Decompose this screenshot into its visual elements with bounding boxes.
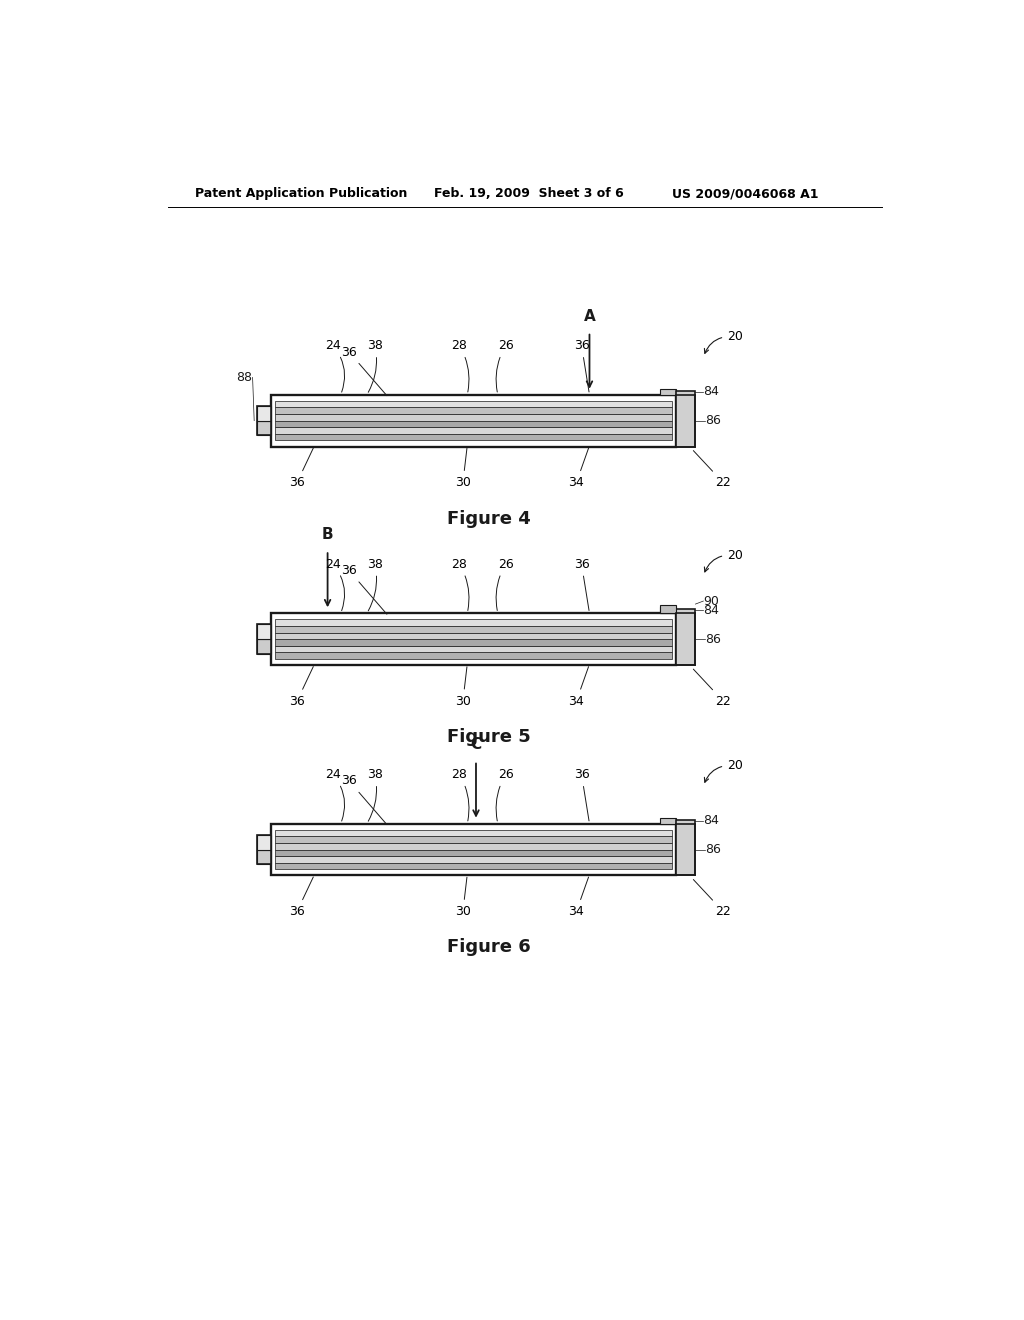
- Bar: [676, 820, 695, 875]
- Text: 30: 30: [455, 449, 471, 488]
- Bar: [274, 434, 672, 441]
- Text: 36: 36: [341, 775, 387, 825]
- Text: 36: 36: [289, 447, 313, 488]
- Text: 20: 20: [705, 330, 743, 354]
- Text: 24: 24: [325, 557, 345, 611]
- Text: 30: 30: [455, 667, 471, 708]
- Text: Feb. 19, 2009  Sheet 3 of 6: Feb. 19, 2009 Sheet 3 of 6: [433, 187, 624, 201]
- Text: US 2009/0046068 A1: US 2009/0046068 A1: [672, 187, 818, 201]
- Bar: [257, 421, 270, 436]
- Bar: [676, 391, 695, 446]
- Text: 84: 84: [703, 385, 719, 399]
- Bar: [274, 639, 672, 645]
- Text: 24: 24: [325, 768, 345, 821]
- Bar: [274, 863, 672, 870]
- Text: 24: 24: [325, 339, 345, 392]
- Bar: [257, 850, 270, 865]
- Bar: [274, 843, 672, 850]
- Text: 26: 26: [496, 557, 514, 611]
- Text: Patent Application Publication: Patent Application Publication: [196, 187, 408, 201]
- Bar: [676, 609, 695, 665]
- Text: 86: 86: [705, 632, 721, 645]
- Text: 22: 22: [693, 879, 731, 917]
- Text: 22: 22: [693, 669, 731, 708]
- Text: 20: 20: [705, 759, 743, 783]
- Bar: [659, 817, 676, 824]
- Bar: [274, 428, 672, 434]
- Text: 36: 36: [289, 876, 313, 917]
- Text: A: A: [584, 309, 595, 323]
- Bar: [274, 830, 672, 837]
- Text: 36: 36: [573, 768, 590, 821]
- Text: 36: 36: [341, 564, 387, 614]
- Text: 28: 28: [452, 768, 469, 821]
- Bar: [274, 850, 672, 857]
- Text: 34: 34: [568, 449, 589, 488]
- Text: C: C: [470, 738, 481, 752]
- Bar: [274, 857, 672, 863]
- Bar: [274, 652, 672, 659]
- Bar: [676, 391, 695, 446]
- Bar: [257, 624, 270, 653]
- Text: 38: 38: [367, 339, 383, 392]
- Bar: [274, 837, 672, 843]
- Bar: [257, 405, 270, 421]
- Text: 28: 28: [452, 339, 469, 392]
- Text: 88: 88: [237, 371, 253, 384]
- Bar: [676, 609, 695, 665]
- Text: 34: 34: [568, 667, 589, 708]
- Text: 22: 22: [693, 450, 731, 488]
- Bar: [257, 834, 270, 850]
- Text: 34: 34: [568, 876, 589, 917]
- Text: 30: 30: [455, 878, 471, 917]
- Bar: [274, 645, 672, 652]
- Text: Figure 5: Figure 5: [447, 729, 531, 746]
- Bar: [257, 834, 270, 865]
- Bar: [274, 401, 672, 408]
- Text: 84: 84: [703, 814, 719, 828]
- Text: 36: 36: [573, 339, 590, 392]
- Text: 28: 28: [452, 557, 469, 611]
- Bar: [274, 421, 672, 428]
- Bar: [274, 408, 672, 414]
- Text: 90: 90: [703, 594, 719, 607]
- Text: 36: 36: [341, 346, 387, 396]
- Text: Figure 4: Figure 4: [447, 510, 531, 528]
- Text: 86: 86: [705, 843, 721, 857]
- Text: 36: 36: [573, 557, 590, 610]
- Text: 26: 26: [496, 768, 514, 821]
- Text: 26: 26: [496, 339, 514, 392]
- Bar: [274, 632, 672, 639]
- Bar: [659, 607, 676, 614]
- Bar: [676, 820, 695, 875]
- Text: Figure 6: Figure 6: [447, 939, 531, 957]
- Bar: [274, 626, 672, 632]
- Bar: [274, 619, 672, 626]
- Bar: [257, 624, 270, 639]
- Text: 38: 38: [367, 557, 383, 611]
- Text: 86: 86: [705, 414, 721, 428]
- Text: 84: 84: [703, 603, 719, 616]
- Bar: [659, 605, 676, 614]
- Bar: [274, 414, 672, 421]
- Bar: [659, 388, 676, 395]
- Text: 20: 20: [705, 549, 743, 572]
- Text: 36: 36: [289, 667, 313, 708]
- Bar: [257, 405, 270, 436]
- Bar: [257, 639, 270, 653]
- Text: 38: 38: [367, 768, 383, 821]
- Text: B: B: [322, 527, 334, 543]
